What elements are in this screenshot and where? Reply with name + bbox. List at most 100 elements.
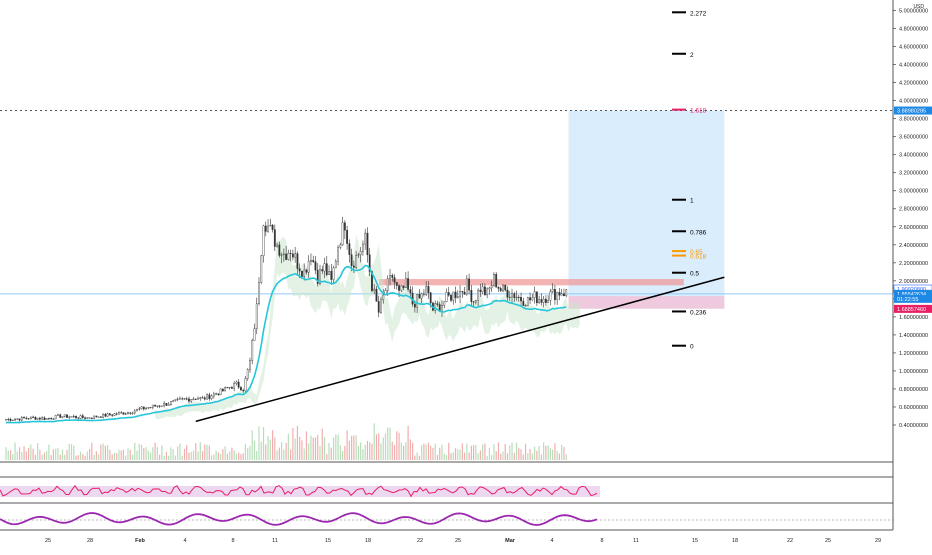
rsi-band <box>0 486 600 497</box>
price-tick-label: 3.20000000 <box>899 171 928 177</box>
candle-body <box>386 278 389 291</box>
time-tick-label: 8 <box>600 538 603 544</box>
candle-body <box>5 419 7 421</box>
candle-body <box>99 416 102 418</box>
volume-bar <box>188 452 190 460</box>
fib-level-label: 2 <box>690 52 694 59</box>
volume-bar <box>482 444 484 460</box>
volume-bar <box>445 455 448 460</box>
volume-bar <box>506 453 509 460</box>
price-tick-label: 4.00000000 <box>899 99 928 105</box>
volume-bar <box>299 436 301 460</box>
price-tick-label: 4.40000000 <box>899 63 928 69</box>
volume-bar <box>9 450 12 460</box>
volume-bar <box>224 446 226 460</box>
candle-body <box>508 296 511 298</box>
price-tick-label: 3.00000000 <box>899 189 928 195</box>
volume-bar <box>337 434 339 460</box>
candle-body <box>276 244 278 247</box>
volume-bar <box>301 440 303 460</box>
volume-bar <box>407 425 409 460</box>
time-tick-label: 4 <box>183 538 186 544</box>
candle-body <box>158 405 161 407</box>
candle-body <box>404 278 407 288</box>
volume-bar <box>287 433 289 460</box>
candle-body <box>540 299 543 303</box>
volume-bar <box>25 451 27 460</box>
candle-body <box>533 291 536 298</box>
time-tick-label: 29 <box>875 538 881 544</box>
volume-bar <box>59 454 61 460</box>
fib-level-label: 0.236 <box>690 309 707 316</box>
volume-bar <box>317 435 319 460</box>
volume-bar <box>549 448 552 460</box>
candle-body <box>389 275 391 279</box>
volume-bar <box>98 454 100 460</box>
volume-bar <box>149 452 152 460</box>
volume-bar <box>129 449 131 460</box>
candle-body <box>115 413 118 415</box>
volume-bar <box>402 445 405 460</box>
candle-body <box>535 291 538 304</box>
volume-bar <box>46 451 48 460</box>
candle-body <box>32 416 35 418</box>
candle-body <box>461 291 464 293</box>
volume-bar <box>41 454 43 460</box>
candle-body <box>111 414 114 416</box>
candle-body <box>179 398 181 400</box>
time-tick-label: 8 <box>231 538 234 544</box>
volume-bar <box>398 432 400 460</box>
candle-body <box>68 416 71 418</box>
candle-body <box>138 408 141 410</box>
volume-bar <box>400 442 402 460</box>
volume-bar <box>536 450 538 460</box>
candle-body <box>282 253 285 255</box>
volume-bar <box>511 442 513 460</box>
fib-level-label: 0 <box>690 344 694 351</box>
volume-bar <box>116 453 118 460</box>
volume-bar <box>30 444 32 460</box>
candle-body <box>303 269 306 277</box>
candle-body <box>310 260 312 262</box>
zones-layer <box>378 110 725 309</box>
volume-bar <box>328 442 330 460</box>
volume-bar <box>183 448 186 460</box>
price-tick-label: 1.60000000 <box>899 315 928 321</box>
candle-body <box>371 271 373 291</box>
volume-bar <box>154 442 156 460</box>
candle-body <box>454 291 457 299</box>
volume-bar <box>247 447 249 460</box>
volume-bar <box>412 442 414 460</box>
candle-body <box>328 271 330 276</box>
price-tick-label: 2.20000000 <box>899 261 928 267</box>
candle-body <box>298 268 301 272</box>
candle-body <box>346 230 349 244</box>
volume-bar <box>330 447 332 460</box>
volume-bar <box>423 443 425 460</box>
volume-bar <box>102 443 104 460</box>
price-tick-label: 3.80000000 <box>899 117 928 123</box>
candle-body <box>226 387 229 389</box>
volume-bar <box>172 449 174 460</box>
candle-body <box>271 224 274 230</box>
volume-bar <box>208 445 210 460</box>
volume-bar <box>527 453 529 460</box>
candle-body <box>538 299 541 304</box>
volume-bar <box>118 449 120 460</box>
candle-body <box>237 381 240 388</box>
candle-body <box>305 269 308 273</box>
volume-bar <box>561 444 563 460</box>
candle-body <box>106 413 109 417</box>
volume-bar <box>179 443 181 460</box>
volume-bar <box>181 455 183 460</box>
volume-bar <box>491 455 493 460</box>
candle-body <box>323 263 326 272</box>
indicator-lines <box>5 264 725 424</box>
volume-bar <box>294 438 296 460</box>
candle-body <box>269 224 272 227</box>
candle-body <box>375 288 378 302</box>
candle-body <box>373 288 376 291</box>
candle-body <box>246 369 249 379</box>
